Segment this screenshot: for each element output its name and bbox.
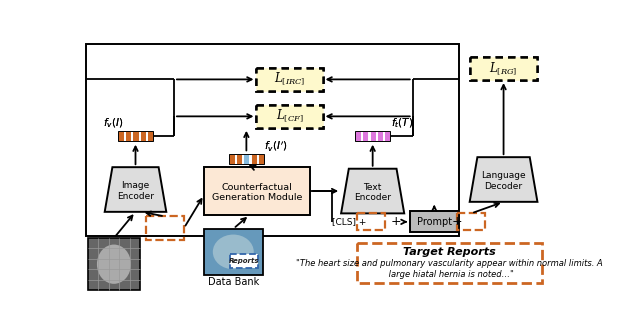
Bar (355, 132, 361, 141)
Bar (236, 154, 242, 164)
Bar (86, 44, 459, 236)
Bar (257, 68, 323, 91)
Bar (251, 154, 257, 164)
Text: $L_{[IRC]}$: $L_{[IRC]}$ (274, 72, 305, 88)
Text: Counterfactual
Generation Module: Counterfactual Generation Module (212, 183, 302, 202)
Text: $L_{[IRC]}$: $L_{[IRC]}$ (274, 72, 305, 88)
Text: Target Reports: Target Reports (403, 247, 496, 257)
Bar (118, 132, 153, 141)
Bar (355, 132, 390, 141)
Text: Data Bank: Data Bank (207, 277, 259, 287)
Bar (251, 154, 257, 164)
Polygon shape (470, 157, 538, 202)
Bar (257, 68, 323, 91)
Bar (470, 57, 537, 80)
Bar (243, 154, 250, 164)
Text: Reports: Reports (229, 258, 259, 264)
Bar (258, 154, 264, 164)
Text: $f_t(T)$: $f_t(T)$ (391, 116, 413, 130)
Bar (125, 132, 131, 141)
Text: +: + (452, 215, 463, 228)
Bar (140, 132, 146, 141)
Bar (362, 132, 369, 141)
Bar (118, 132, 124, 141)
Ellipse shape (213, 235, 254, 269)
Ellipse shape (97, 245, 131, 284)
Bar (362, 132, 369, 141)
Bar (125, 132, 131, 141)
Text: $L_{[RG]}$: $L_{[RG]}$ (490, 61, 518, 77)
Bar (369, 132, 376, 141)
Bar (145, 216, 184, 239)
Bar (204, 229, 262, 275)
Bar (243, 154, 250, 164)
Bar (377, 132, 383, 141)
Bar (228, 154, 235, 164)
Text: +: + (390, 215, 401, 228)
Bar (147, 132, 153, 141)
Bar (258, 154, 264, 164)
Bar (355, 132, 361, 141)
Polygon shape (105, 167, 166, 212)
Bar (458, 214, 485, 230)
Bar (118, 132, 153, 141)
Bar (132, 132, 139, 141)
Text: $f_t(T)$: $f_t(T)$ (391, 116, 413, 130)
Bar (204, 167, 310, 215)
Text: $f_v(I)$: $f_v(I)$ (103, 116, 124, 130)
Bar (147, 132, 153, 141)
Text: [CLS] +: [CLS] + (332, 217, 366, 226)
Bar (236, 154, 242, 164)
Bar (355, 132, 390, 141)
Text: $f_v(I')$: $f_v(I')$ (264, 139, 287, 154)
Text: $L_{[CF]}$: $L_{[CF]}$ (276, 108, 303, 124)
Bar (410, 212, 458, 232)
Bar (140, 132, 146, 141)
Bar (257, 105, 323, 128)
Text: "The heart size and pulmonary vascularity appear within normal limits. A
 large : "The heart size and pulmonary vascularit… (296, 259, 603, 278)
Bar (357, 243, 542, 283)
Text: Prompt: Prompt (417, 217, 452, 227)
Bar (228, 154, 235, 164)
Text: Image
Encoder: Image Encoder (117, 181, 154, 201)
Bar (257, 105, 323, 128)
Bar (118, 132, 124, 141)
Text: $f_v(I')$: $f_v(I')$ (264, 139, 287, 154)
Bar (88, 238, 140, 290)
Bar (369, 132, 376, 141)
Bar (470, 57, 537, 80)
Text: $L_{[RG]}$: $L_{[RG]}$ (490, 61, 518, 77)
Polygon shape (341, 169, 404, 214)
Text: Language
Decoder: Language Decoder (481, 171, 526, 191)
Bar (384, 132, 390, 141)
Bar (228, 154, 264, 164)
Bar (377, 132, 383, 141)
Text: Text
Encoder: Text Encoder (354, 183, 391, 202)
Bar (384, 132, 390, 141)
Text: $L_{[CF]}$: $L_{[CF]}$ (276, 108, 303, 124)
Bar (230, 254, 258, 268)
Bar (357, 214, 385, 230)
Bar (228, 154, 264, 164)
Text: $f_v(I)$: $f_v(I)$ (103, 116, 124, 130)
Bar (132, 132, 139, 141)
